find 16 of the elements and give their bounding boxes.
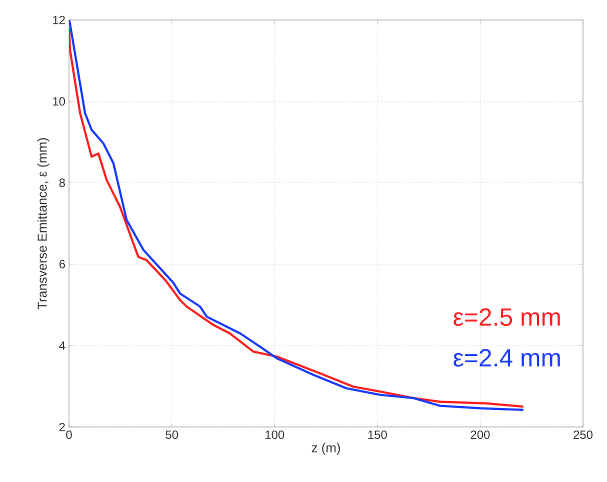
- x-tick-label: 200: [470, 430, 490, 439]
- y-tick-label: 4: [59, 341, 66, 350]
- annotation: ε=2.5 mm: [454, 308, 560, 326]
- y-tick-label: 2: [59, 422, 65, 432]
- x-axis-title: z (m): [312, 442, 340, 455]
- y-tick-label: 6: [59, 260, 65, 268]
- x-tick-label: 100: [266, 430, 284, 439]
- y-tick-label: 10: [53, 97, 66, 106]
- y-tick-label: 8: [59, 178, 65, 188]
- x-tick-label: 0: [66, 430, 72, 439]
- x-tick-label: 250: [574, 430, 593, 439]
- y-axis-title: Transverse Emittance, ε (mm): [37, 138, 50, 310]
- y-tick-label: 12: [53, 16, 65, 24]
- annotation: ε=2.4 mm: [454, 348, 560, 367]
- x-tick-label: 150: [368, 430, 387, 439]
- x-tick-label: 50: [166, 430, 178, 439]
